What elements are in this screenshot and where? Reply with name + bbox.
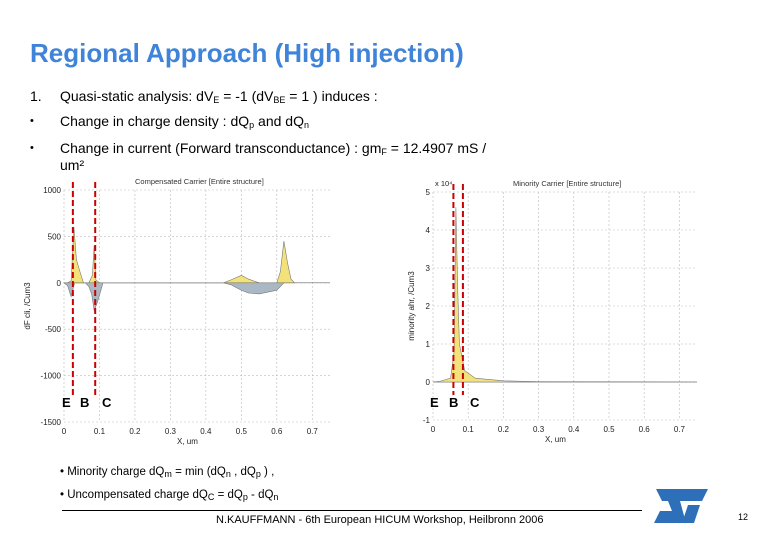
y-axis-label: minority ahr, /Cum3 (407, 271, 416, 341)
x-tick-label: 0.1 (463, 425, 475, 434)
y-tick-label: -500 (45, 325, 62, 334)
series-area-positive (64, 227, 296, 284)
bullet-1-number: 1. (30, 88, 42, 104)
x-tick-label: 0 (431, 425, 436, 434)
compensated-carrier-chart: 0 0.1 0.2 0.3 0.4 0.5 0.6 0.7 1000 500 0 -500 -1000 -… (23, 177, 330, 446)
region-label-e: E (430, 395, 439, 410)
x-tick-label: 0.6 (639, 425, 651, 434)
bullet-3-marker: • (30, 142, 34, 154)
chart-title: Compensated Carrier [Entire structure] (135, 177, 264, 186)
y-tick-label: 500 (48, 232, 62, 241)
uncompensated-charge-definition: • Uncompensated charge dQC = dQp - dQn (60, 489, 279, 502)
y-tick-label: -1 (423, 416, 431, 425)
y-tick-label: 5 (426, 188, 431, 197)
series-area-negative (63, 282, 285, 312)
x-tick-label: 0.5 (603, 425, 615, 434)
y-tick-label: 3 (426, 264, 431, 273)
x-tick-label: 0.5 (236, 427, 248, 436)
region-label-e: E (62, 395, 71, 410)
x-tick-label: 0.2 (498, 425, 510, 434)
region-label-c: C (102, 395, 112, 410)
x-tick-label: 0.7 (307, 427, 319, 436)
y-axis-multiplier: x 10⁴ (435, 179, 452, 188)
x-tick-label: 0.2 (129, 427, 141, 436)
y-tick-label: -1500 (41, 418, 62, 427)
y-tick-label: 1 (426, 340, 431, 349)
y-axis-label: dF cli, /Cum3 (23, 282, 32, 330)
footer-divider (62, 510, 642, 511)
region-label-b: B (449, 395, 458, 410)
x-tick-label: 0.4 (568, 425, 580, 434)
y-tick-label: -1000 (41, 372, 62, 381)
bullet-3-continuation: um² (60, 157, 85, 173)
y-tick-label: 2 (426, 302, 431, 311)
slide-title: Regional Approach (High injection) (30, 38, 464, 68)
x-axis-label: X, um (177, 437, 198, 446)
x-tick-label: 0.3 (165, 427, 177, 436)
series-area-minority (432, 207, 698, 383)
x-tick-label: 0.1 (94, 427, 106, 436)
region-label-b: B (80, 395, 89, 410)
x-tick-label: 0.3 (533, 425, 545, 434)
y-tick-label: 1000 (43, 186, 61, 195)
page-number: 12 (738, 512, 749, 522)
x-tick-label: 0.4 (200, 427, 212, 436)
chart-title: Minority Carrier [Entire structure] (513, 179, 621, 188)
x-axis-label: X, um (545, 435, 566, 444)
bullet-2-text: Change in charge density : dQp and dQn (60, 113, 309, 130)
region-label-c: C (470, 395, 480, 410)
bullet-3-text: Change in current (Forward transconducta… (60, 140, 487, 157)
bullet-2-marker: • (30, 115, 34, 127)
minority-charge-definition: • Minority charge dQm = min (dQn , dQp )… (60, 466, 275, 479)
st-logo (654, 489, 708, 523)
footer-text: N.KAUFFMANN - 6th European HICUM Worksho… (216, 514, 544, 526)
x-tick-label: 0.6 (271, 427, 283, 436)
x-tick-label: 0 (62, 427, 67, 436)
y-tick-label: 0 (57, 279, 62, 288)
x-tick-label: 0.7 (674, 425, 686, 434)
y-tick-label: 0 (426, 378, 431, 387)
y-tick-label: 4 (426, 226, 431, 235)
bullet-1-text: Quasi-static analysis: dVE = -1 (dVBE = … (60, 88, 378, 105)
